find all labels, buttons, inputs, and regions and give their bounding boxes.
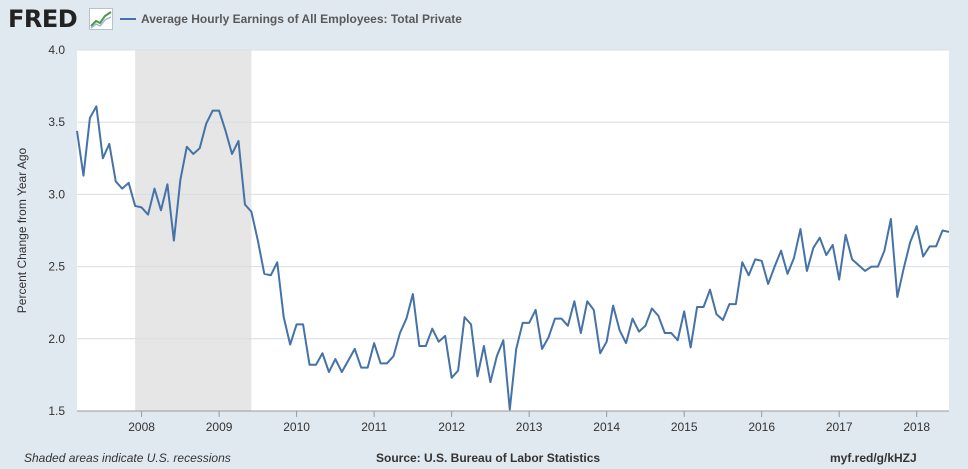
series-line: [76, 105, 950, 411]
y-tick-label: 2.0: [48, 332, 65, 346]
x-tick-label: 2011: [361, 420, 387, 434]
fred-logo[interactable]: FRED: [8, 5, 78, 33]
x-tick-label: 2012: [438, 420, 465, 434]
legend-swatch: [120, 18, 136, 20]
recession-note: Shaded areas indicate U.S. recessions: [24, 451, 231, 465]
y-tick-label: 3.0: [48, 187, 65, 201]
y-tick-label: 3.5: [48, 115, 65, 129]
x-tick-label: 2018: [903, 420, 930, 434]
fred-graph-icon: [89, 8, 113, 30]
source-text: Source: U.S. Bureau of Labor Statistics: [376, 451, 601, 465]
y-tick-label: 1.5: [48, 404, 65, 418]
short-url-link[interactable]: myf.red/g/kHZJ: [830, 451, 917, 465]
x-tick-label: 2013: [516, 420, 543, 434]
recession-layer: [135, 50, 252, 411]
x-tick-label: 2015: [671, 420, 698, 434]
axis-layer: 1.5 2.0 2.5 3.0 3.5 4.0 2008 2009 2010 2011 2012 20…: [48, 43, 949, 434]
recession-shade: [135, 50, 252, 411]
x-tick-label: 2008: [128, 420, 155, 434]
x-tick-label: 2010: [283, 420, 310, 434]
y-tick-label: 4.0: [48, 43, 65, 57]
x-tick-label: 2014: [593, 420, 620, 434]
x-tick-label: 2017: [826, 420, 853, 434]
legend-label: Average Hourly Earnings of All Employees…: [141, 12, 462, 26]
y-tick-label: 2.5: [48, 260, 65, 274]
series-layer: [76, 105, 950, 411]
legend-item[interactable]: Average Hourly Earnings of All Employees…: [120, 11, 462, 27]
chart-header: FRED Average Hourly Earnings of All Empl…: [0, 0, 968, 40]
y-axis-label: Percent Change from Year Ago: [15, 147, 29, 313]
x-tick-label: 2016: [748, 420, 775, 434]
x-tick-label: 2009: [206, 420, 233, 434]
